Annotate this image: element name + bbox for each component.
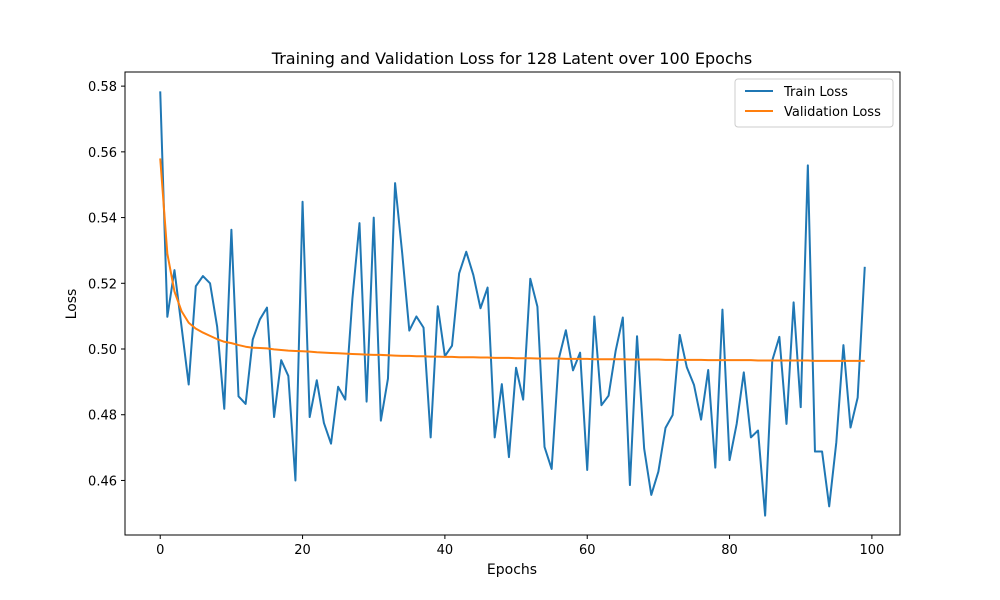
- legend: Train Loss Validation Loss: [734, 78, 894, 128]
- plot-frame: [124, 71, 901, 536]
- x-tick-label: 100: [859, 543, 884, 558]
- series-line-validation-loss: [159, 158, 865, 362]
- y-axis: 0.46 0.48 0.50 0.52 0.54 0.56 0.58: [88, 80, 125, 489]
- y-tick-label: 0.58: [88, 80, 117, 95]
- y-tick-label: 0.52: [88, 277, 117, 292]
- chart-title: Training and Validation Loss for 128 Lat…: [271, 49, 752, 68]
- x-tick-label: 40: [437, 543, 454, 558]
- x-axis: 0 20 40 60 80 100: [156, 535, 884, 558]
- x-tick-label: 60: [579, 543, 596, 558]
- series-line-train-loss: [159, 91, 866, 517]
- plot-area: [159, 91, 866, 517]
- x-tick-label: 80: [721, 543, 738, 558]
- legend-label-train-loss: Train Loss: [783, 85, 848, 100]
- y-axis-label: Loss: [64, 289, 80, 320]
- y-tick-label: 0.46: [88, 474, 117, 489]
- y-tick-label: 0.50: [88, 343, 117, 358]
- y-tick-label: 0.56: [88, 146, 117, 161]
- x-axis-label: Epochs: [487, 562, 537, 578]
- y-tick-label: 0.54: [88, 212, 117, 227]
- x-tick-label: 0: [156, 543, 164, 558]
- x-tick-label: 20: [294, 543, 311, 558]
- y-tick-label: 0.48: [88, 409, 117, 424]
- legend-box: [734, 78, 894, 128]
- legend-label-validation-loss: Validation Loss: [784, 105, 881, 120]
